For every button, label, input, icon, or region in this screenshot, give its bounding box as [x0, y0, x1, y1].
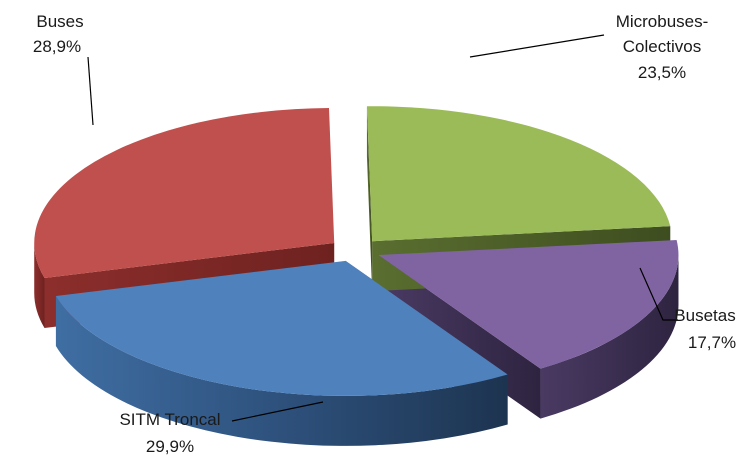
- slice-value-0: 23,5%: [638, 63, 686, 82]
- slice-label-0-0: Microbuses-: [616, 12, 709, 31]
- slice-label-2-0: SITM Troncal: [119, 410, 220, 429]
- slice-1: [378, 239, 679, 369]
- leader-line-2: [231, 401, 324, 422]
- slice-label-0-1: Colectivos: [623, 37, 701, 56]
- slice-side-2: [55, 295, 508, 446]
- slice-0: [366, 106, 671, 242]
- leader-line-3: [87, 56, 94, 126]
- slice-label-3-0: Buses: [36, 12, 83, 31]
- slice-cut-0-0: [366, 106, 373, 292]
- slice-value-2: 29,9%: [146, 437, 194, 456]
- slice-3: [34, 107, 335, 278]
- slice-side-3: [34, 242, 45, 328]
- slice-value-1: 17,7%: [688, 333, 736, 352]
- slice-2: [55, 260, 508, 396]
- leader-line-1: [639, 267, 678, 321]
- slice-value-3: 28,9%: [33, 37, 81, 56]
- leader-line-0: [469, 34, 605, 58]
- slice-label-1-0: Busetas: [674, 306, 735, 325]
- slice-side-1: [540, 255, 679, 419]
